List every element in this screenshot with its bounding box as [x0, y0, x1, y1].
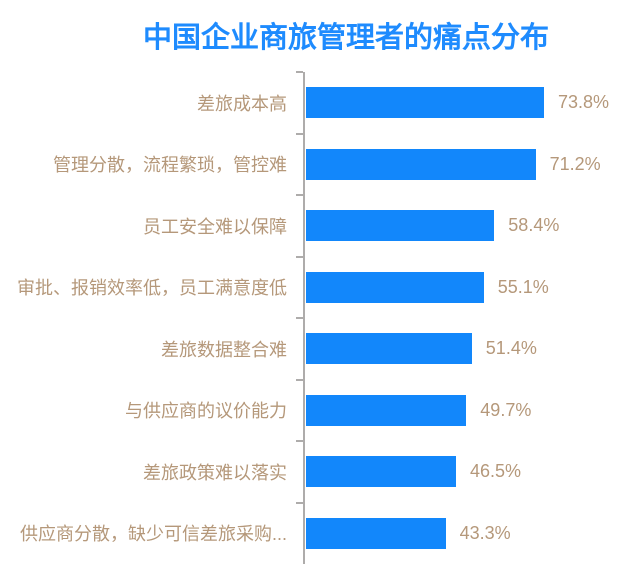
value-label: 73.8% [558, 92, 609, 113]
value-label: 71.2% [550, 154, 601, 175]
axis-tick [296, 379, 303, 381]
bar-zone: 71.2% [306, 149, 601, 180]
axis-tick [296, 133, 303, 135]
category-label: 管理分散，流程繁琐，管控难 [0, 151, 287, 177]
bar-row: 差旅政策难以落实 46.5% [0, 441, 639, 503]
bar [306, 395, 466, 426]
axis-tick [296, 256, 303, 258]
bar [306, 456, 456, 487]
axis-tick [296, 502, 303, 504]
value-label: 51.4% [486, 338, 537, 359]
axis-tick [296, 194, 303, 196]
category-label: 差旅成本高 [0, 90, 287, 116]
category-label: 员工安全难以保障 [0, 213, 287, 239]
bar-row: 审批、报销效率低，员工满意度低 55.1% [0, 257, 639, 319]
bar-row: 差旅成本高 73.8% [0, 72, 639, 134]
bar [306, 333, 472, 364]
bar [306, 518, 446, 549]
axis-tick [296, 440, 303, 442]
bar-zone: 58.4% [306, 210, 559, 241]
bar-zone: 73.8% [306, 87, 609, 118]
value-label: 46.5% [470, 461, 521, 482]
bar-zone: 55.1% [306, 272, 549, 303]
category-label: 差旅数据整合难 [0, 336, 287, 362]
bar [306, 272, 484, 303]
bar-zone: 51.4% [306, 333, 537, 364]
plot-area: 差旅成本高 73.8% 管理分散，流程繁琐，管控难 71.2% 员工安全难以保障 58.4… [0, 72, 639, 564]
bar [306, 210, 494, 241]
bar-row: 差旅数据整合难 51.4% [0, 318, 639, 380]
category-label: 审批、报销效率低，员工满意度低 [0, 274, 287, 300]
bar-row: 员工安全难以保障 58.4% [0, 195, 639, 257]
value-label: 58.4% [508, 215, 559, 236]
value-label: 55.1% [498, 277, 549, 298]
bar [306, 87, 544, 118]
category-label: 供应商分散，缺少可信差旅采购... [0, 520, 287, 546]
chart-title: 中国企业商旅管理者的痛点分布 [53, 14, 639, 56]
axis-tick [296, 71, 303, 73]
value-label: 49.7% [480, 400, 531, 421]
bar-row: 管理分散，流程繁琐，管控难 71.2% [0, 134, 639, 196]
category-label: 差旅政策难以落实 [0, 459, 287, 485]
value-label: 43.3% [460, 523, 511, 544]
bar-zone: 43.3% [306, 518, 511, 549]
bar-zone: 49.7% [306, 395, 531, 426]
bar-rows: 差旅成本高 73.8% 管理分散，流程繁琐，管控难 71.2% 员工安全难以保障 58.4… [0, 72, 639, 564]
bar-zone: 46.5% [306, 456, 521, 487]
y-axis-line [303, 72, 305, 564]
category-label: 与供应商的议价能力 [0, 397, 287, 423]
axis-tick [296, 317, 303, 319]
bar [306, 149, 536, 180]
bar-row: 与供应商的议价能力 49.7% [0, 380, 639, 442]
